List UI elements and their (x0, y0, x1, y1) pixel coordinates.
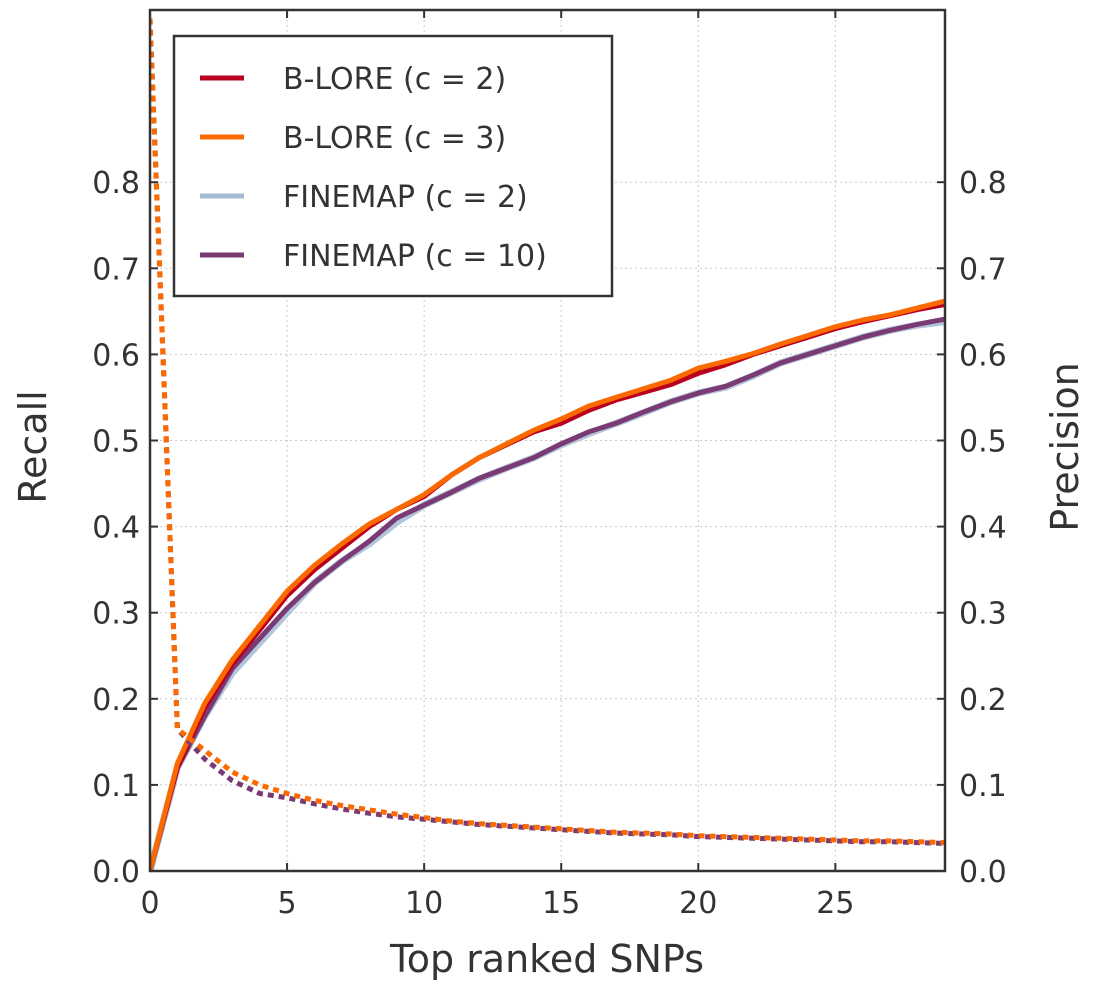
y-axis-title-left: Recall (11, 390, 55, 503)
y-tick-label-left-7: 0.7 (92, 252, 140, 287)
legend-label-0: B-LORE (c = 2) (283, 62, 506, 97)
series-line-precision-4 (150, 18, 945, 846)
y-tick-label-left-6: 0.6 (92, 338, 140, 373)
x-tick-label-5: 25 (816, 886, 854, 921)
y-tick-label-left-0: 0.0 (92, 855, 140, 890)
series-line-recall-1 (150, 316, 945, 871)
tick-labels: 0 5 10 15 20 25 0.0 0.1 0.2 0.3 0.4 0.5 0.6 0.7 0.8 0.0… (92, 166, 1006, 921)
y-tick-label-left-2: 0.2 (92, 683, 140, 718)
legend: B-LORE (c = 2) B-LORE (c = 3) FINEMAP (c =… (172, 34, 614, 298)
y-tick-label-left-8: 0.8 (92, 166, 140, 201)
y-tick-label-left-3: 0.3 (92, 597, 140, 632)
x-tick-label-2: 10 (405, 886, 443, 921)
y-tick-label-right-3: 0.3 (959, 597, 1007, 632)
x-tick-label-1: 5 (278, 886, 297, 921)
legend-label-2: FINEMAP (c = 2) (283, 180, 528, 215)
legend-label-1: B-LORE (c = 3) (283, 121, 506, 156)
y-tick-label-right-6: 0.6 (959, 338, 1007, 373)
y-axis-title-right: Precision (1043, 362, 1087, 532)
y-tick-label-right-8: 0.8 (959, 166, 1007, 201)
y-tick-label-left-1: 0.1 (92, 769, 140, 804)
y-tick-label-right-7: 0.7 (959, 252, 1007, 287)
series-line-recall-2 (150, 302, 945, 871)
series-line-recall-0 (150, 318, 945, 871)
legend-box (172, 34, 614, 298)
y-tick-label-left-5: 0.5 (92, 425, 140, 460)
y-tick-label-right-1: 0.1 (959, 769, 1007, 804)
series-line-precision-5 (150, 18, 945, 846)
y-tick-label-right-0: 0.0 (959, 855, 1007, 890)
y-tick-label-right-4: 0.4 (959, 511, 1007, 546)
series-layer (150, 18, 945, 871)
x-tick-label-4: 20 (679, 886, 717, 921)
x-tick-label-3: 15 (542, 886, 580, 921)
y-tick-label-left-4: 0.4 (92, 511, 140, 546)
y-tick-label-right-2: 0.2 (959, 683, 1007, 718)
legend-label-3: FINEMAP (c = 10) (283, 239, 547, 274)
y-tick-label-right-5: 0.5 (959, 425, 1007, 460)
x-tick-label-0: 0 (140, 886, 159, 921)
tick-marks (149, 10, 945, 872)
x-axis-title: Top ranked SNPs (389, 937, 704, 981)
series-line-recall-3 (150, 298, 945, 871)
